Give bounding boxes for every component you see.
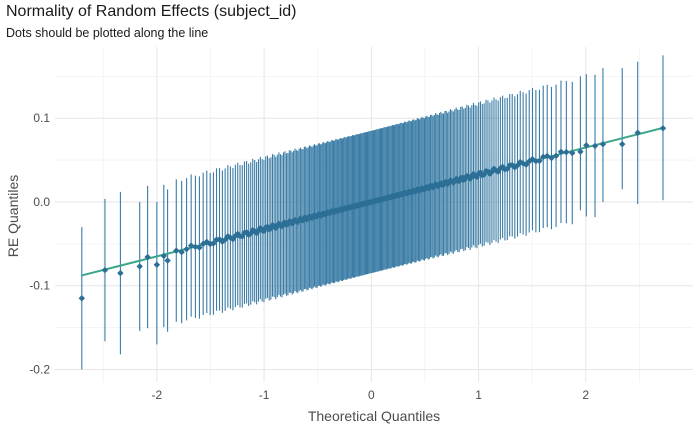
y-tick-label: -0.2 [29, 362, 50, 376]
data-point [294, 218, 301, 226]
data-point [509, 161, 516, 169]
y-axis-label: RE Quantiles [5, 175, 21, 257]
data-point [267, 225, 275, 232]
y-axis-ticks: -0.2 -0.1 0.0 0.1 [29, 111, 50, 376]
data-point [659, 125, 667, 132]
data-point [591, 142, 599, 150]
data-points [78, 125, 667, 302]
data-point [192, 243, 199, 251]
data-point [557, 148, 565, 155]
data-point [552, 152, 560, 160]
x-axis-label: Theoretical Quantiles [308, 408, 440, 424]
data-point [577, 148, 584, 155]
data-point [583, 142, 590, 149]
data-point [144, 253, 151, 261]
data-point [470, 170, 477, 178]
data-point [504, 165, 511, 173]
data-point [536, 157, 543, 165]
x-tick-label: -1 [259, 388, 270, 402]
data-point [160, 252, 167, 260]
data-point [522, 161, 530, 168]
data-point [153, 261, 161, 268]
x-tick-label: 2 [582, 388, 589, 402]
data-point [173, 247, 180, 254]
y-tick-label: 0.0 [33, 195, 50, 209]
data-point [519, 160, 527, 167]
x-tick-label: -2 [152, 388, 163, 402]
data-point [529, 155, 536, 163]
x-tick-label: 0 [368, 388, 375, 402]
data-point [569, 149, 576, 157]
data-point [435, 183, 442, 190]
data-point [548, 154, 555, 162]
y-tick-label: 0.1 [33, 111, 50, 125]
data-point [272, 224, 279, 232]
data-point [532, 158, 540, 165]
data-point [136, 263, 143, 270]
x-axis-ticks: -2 -1 0 1 2 [152, 388, 590, 402]
data-point [196, 244, 203, 251]
data-point [234, 230, 241, 238]
x-tick-label: 1 [475, 388, 482, 402]
data-point [563, 148, 570, 156]
chart-title: Normality of Random Effects (subject_id) [6, 3, 297, 20]
data-point [544, 152, 551, 160]
data-point [164, 257, 171, 264]
data-point [459, 174, 466, 181]
data-point [101, 266, 109, 274]
data-point [224, 233, 232, 240]
data-point [251, 227, 258, 235]
data-point [270, 222, 278, 230]
data-point [178, 248, 185, 256]
data-point [619, 140, 626, 148]
data-point [599, 140, 607, 148]
y-tick-label: -0.1 [29, 279, 50, 293]
data-point [78, 295, 86, 302]
data-point [484, 168, 492, 175]
confidence-intervals [81, 55, 664, 370]
chart-subtitle: Dots should be plotted along the line [6, 26, 209, 40]
data-point [117, 269, 124, 277]
grid-lines [55, 47, 693, 382]
data-point [183, 245, 190, 253]
data-point [210, 240, 217, 247]
data-point [540, 153, 547, 161]
data-point [634, 129, 641, 136]
